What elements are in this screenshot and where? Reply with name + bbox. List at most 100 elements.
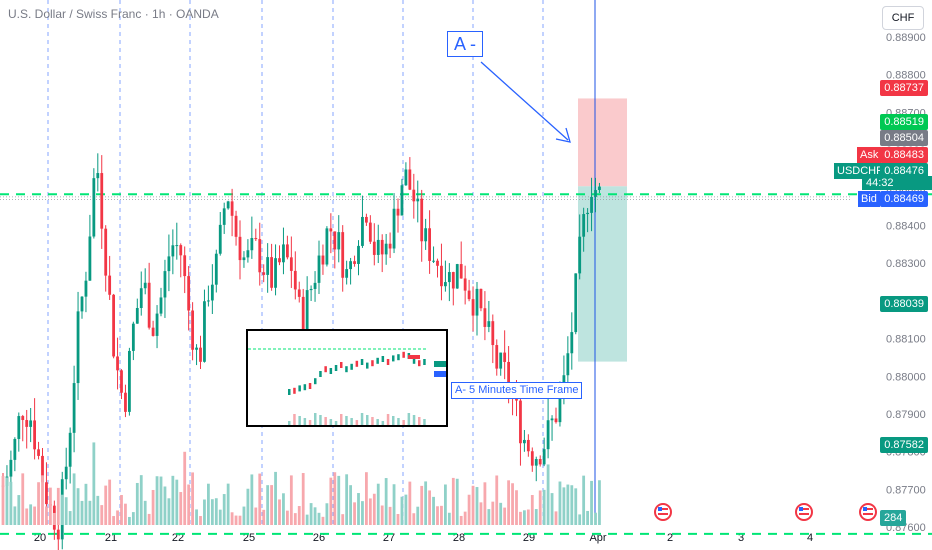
candle-body xyxy=(191,310,194,350)
inset-volume xyxy=(376,419,379,425)
economic-event-icon xyxy=(654,503,672,521)
candle-body xyxy=(357,245,360,264)
volume-bar xyxy=(116,510,119,525)
volume-bar xyxy=(171,475,175,525)
inset-candle xyxy=(303,384,307,391)
volume-bar xyxy=(353,502,356,525)
volume-bar xyxy=(333,472,337,525)
volume-bar xyxy=(183,451,187,525)
candle-body xyxy=(171,245,175,257)
candle-body xyxy=(333,231,337,250)
candle-body xyxy=(491,321,495,346)
volume-bar xyxy=(179,492,183,525)
annotation-a-label[interactable]: A - xyxy=(447,31,483,57)
volume-bar xyxy=(594,512,597,525)
volume-bar xyxy=(574,488,578,525)
volume-bar xyxy=(104,485,108,525)
annotation-timeframe-label[interactable]: A- 5 Minutes Time Frame xyxy=(451,382,583,399)
volume-bar xyxy=(163,486,167,525)
inset-candle xyxy=(334,365,338,371)
candle-body xyxy=(424,228,428,242)
volume-bar xyxy=(341,514,345,525)
volume-bar xyxy=(96,495,100,525)
candle-body xyxy=(329,228,333,232)
candle-body xyxy=(396,208,400,216)
inset-volume xyxy=(418,417,421,425)
candle-body xyxy=(495,345,499,369)
volume-bar xyxy=(388,506,392,525)
volume-bar xyxy=(598,480,601,525)
volume-bar xyxy=(301,473,305,525)
event-canton xyxy=(863,507,867,511)
volume-bar xyxy=(45,506,48,525)
candle-body xyxy=(487,321,491,327)
volume-bar xyxy=(76,488,80,525)
volume-bar xyxy=(542,489,546,525)
volume-bar xyxy=(108,479,112,525)
inset-volume xyxy=(402,420,405,425)
currency-button[interactable]: CHF xyxy=(882,6,924,30)
stop-loss-price-label: 0.88737 xyxy=(880,80,928,96)
y-tick-label: 0.88400 xyxy=(886,221,926,233)
candle-body xyxy=(590,196,593,213)
candle-body xyxy=(392,208,396,249)
candle-body xyxy=(451,272,455,289)
volume-bar xyxy=(33,506,36,525)
candle-body xyxy=(222,208,226,225)
volume-bar xyxy=(128,516,131,525)
volume-bar xyxy=(558,481,562,525)
inset-volume xyxy=(392,416,395,425)
volume-bar xyxy=(515,490,518,525)
volume-bar xyxy=(139,475,143,525)
inset-volume xyxy=(371,417,374,425)
inset-candle xyxy=(293,387,296,394)
volume-bar xyxy=(400,496,404,525)
candle-body xyxy=(570,332,574,354)
candle-body xyxy=(546,420,550,450)
inset-candle xyxy=(298,385,301,392)
candle-body xyxy=(447,272,451,283)
inset-candle xyxy=(345,366,348,373)
candle-body xyxy=(471,299,475,316)
y-tick-label: 0.88300 xyxy=(886,258,926,270)
volume-bar xyxy=(60,494,64,525)
inset-volume xyxy=(397,418,400,425)
volume-bar xyxy=(578,514,582,525)
volume-bar xyxy=(80,500,84,525)
candle-body xyxy=(534,459,538,466)
y-tick-label: 0.88100 xyxy=(886,334,926,346)
volume-bar xyxy=(507,480,510,525)
inset-candle xyxy=(366,362,369,369)
event-circle xyxy=(859,503,877,521)
inset-volume xyxy=(293,414,296,425)
volume-bar xyxy=(586,510,589,525)
inset-volume xyxy=(288,421,291,425)
candle-body xyxy=(341,232,345,278)
volume-bar xyxy=(64,497,68,525)
volume-bar xyxy=(100,505,104,525)
candle-body xyxy=(305,290,309,334)
volume-bar xyxy=(372,493,376,525)
candle-body xyxy=(21,416,25,421)
volume-bar xyxy=(199,516,202,525)
volume-bar xyxy=(337,475,341,525)
candle-body xyxy=(278,258,281,263)
y-tick-label: 0.87900 xyxy=(886,409,926,421)
candle-body xyxy=(384,243,388,255)
event-stripe xyxy=(799,513,809,515)
candle-body xyxy=(598,186,601,191)
candle-body xyxy=(108,275,112,295)
risk-zone xyxy=(578,98,627,187)
volume-bar xyxy=(519,511,522,525)
candle-body xyxy=(143,282,147,289)
candle-body xyxy=(128,350,131,412)
volume-bar xyxy=(357,493,360,525)
inset-volume xyxy=(308,420,312,425)
inset-axis-tag xyxy=(434,371,446,377)
inset-candle xyxy=(381,356,385,362)
volume-bar xyxy=(293,513,297,525)
volume-bar xyxy=(380,505,384,525)
candle-body xyxy=(262,272,266,275)
candle-body xyxy=(151,327,155,336)
